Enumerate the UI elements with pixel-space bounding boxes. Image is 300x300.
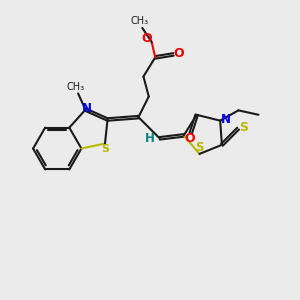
Text: S: S <box>195 141 204 154</box>
Text: N: N <box>82 102 92 115</box>
Text: O: O <box>141 32 152 45</box>
Text: O: O <box>173 47 184 60</box>
Text: CH₃: CH₃ <box>131 16 149 26</box>
Text: S: S <box>239 121 248 134</box>
Text: CH₃: CH₃ <box>67 82 85 92</box>
Text: N: N <box>221 113 231 126</box>
Text: O: O <box>185 133 196 146</box>
Text: H: H <box>144 132 154 145</box>
Text: S: S <box>101 144 109 154</box>
